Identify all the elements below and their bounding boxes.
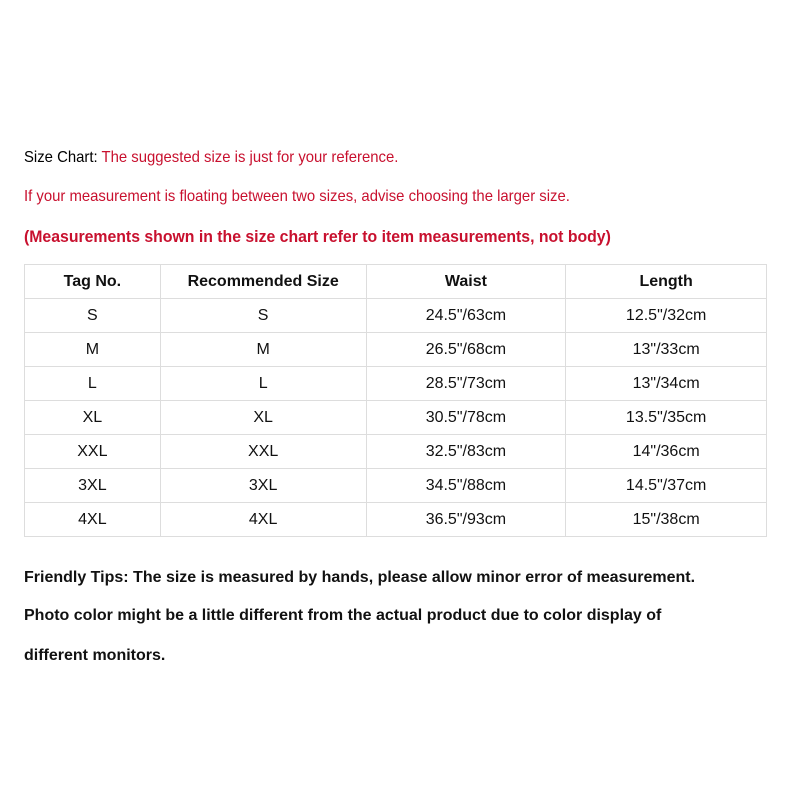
cell-tag-no: XXL xyxy=(24,434,161,469)
cell-tag-no: L xyxy=(24,366,161,401)
cell-tag-no: XL xyxy=(24,400,161,435)
size-chart-intro: Size Chart: The suggested size is just f… xyxy=(24,149,398,167)
cell-length: 13"/34cm xyxy=(565,366,767,401)
reference-note: The suggested size is just for your refe… xyxy=(101,149,399,166)
cell-recommended-size: S xyxy=(159,298,367,333)
cell-waist: 24.5"/63cm xyxy=(365,298,567,333)
header-recommended-size: Recommended Size xyxy=(159,264,367,299)
measurement-disclaimer: (Measurements shown in the size chart re… xyxy=(24,227,611,246)
size-chart-label: Size Chart xyxy=(24,149,94,166)
cell-length: 13"/33cm xyxy=(565,332,767,367)
friendly-tips: Friendly Tips: The size is measured by h… xyxy=(24,569,696,586)
table-row: XXL XXL 32.5"/83cm 14"/36cm xyxy=(24,434,767,469)
cell-recommended-size: XXL xyxy=(159,434,367,469)
cell-recommended-size: 4XL xyxy=(159,502,367,537)
cell-recommended-size: L xyxy=(159,366,367,401)
photo-color-note-cont: different monitors. xyxy=(24,647,166,664)
colon: : xyxy=(93,149,102,166)
header-waist: Waist xyxy=(365,264,567,299)
cell-length: 15"/38cm xyxy=(565,502,767,537)
cell-waist: 26.5"/68cm xyxy=(365,332,567,367)
table-row: M M 26.5"/68cm 13"/33cm xyxy=(24,332,767,367)
header-length: Length xyxy=(565,264,767,299)
cell-waist: 32.5"/83cm xyxy=(365,434,567,469)
cell-waist: 28.5"/73cm xyxy=(365,366,567,401)
cell-recommended-size: XL xyxy=(159,400,367,435)
cell-waist: 36.5"/93cm xyxy=(365,502,567,537)
cell-length: 14"/36cm xyxy=(565,434,767,469)
cell-tag-no: S xyxy=(24,298,161,333)
header-tag-no: Tag No. xyxy=(24,264,161,299)
cell-waist: 30.5"/78cm xyxy=(365,400,567,435)
cell-tag-no: 4XL xyxy=(24,502,161,537)
size-advice: If your measurement is floating between … xyxy=(24,188,570,205)
cell-waist: 34.5"/88cm xyxy=(365,468,567,503)
cell-length: 12.5"/32cm xyxy=(565,298,767,333)
table-header-row: Tag No. Recommended Size Waist Length xyxy=(24,264,767,299)
table-row: 4XL 4XL 36.5"/93cm 15"/38cm xyxy=(24,502,767,537)
cell-recommended-size: 3XL xyxy=(159,468,367,503)
table-row: 3XL 3XL 34.5"/88cm 14.5"/37cm xyxy=(24,468,767,503)
cell-tag-no: 3XL xyxy=(24,468,161,503)
table-row: XL XL 30.5"/78cm 13.5"/35cm xyxy=(24,400,767,435)
cell-length: 13.5"/35cm xyxy=(565,400,767,435)
cell-recommended-size: M xyxy=(159,332,367,367)
table-row: L L 28.5"/73cm 13"/34cm xyxy=(24,366,767,401)
cell-length: 14.5"/37cm xyxy=(565,468,767,503)
photo-color-note: Photo color might be a little different … xyxy=(24,607,662,624)
table-row: S S 24.5"/63cm 12.5"/32cm xyxy=(24,298,767,333)
cell-tag-no: M xyxy=(24,332,161,367)
